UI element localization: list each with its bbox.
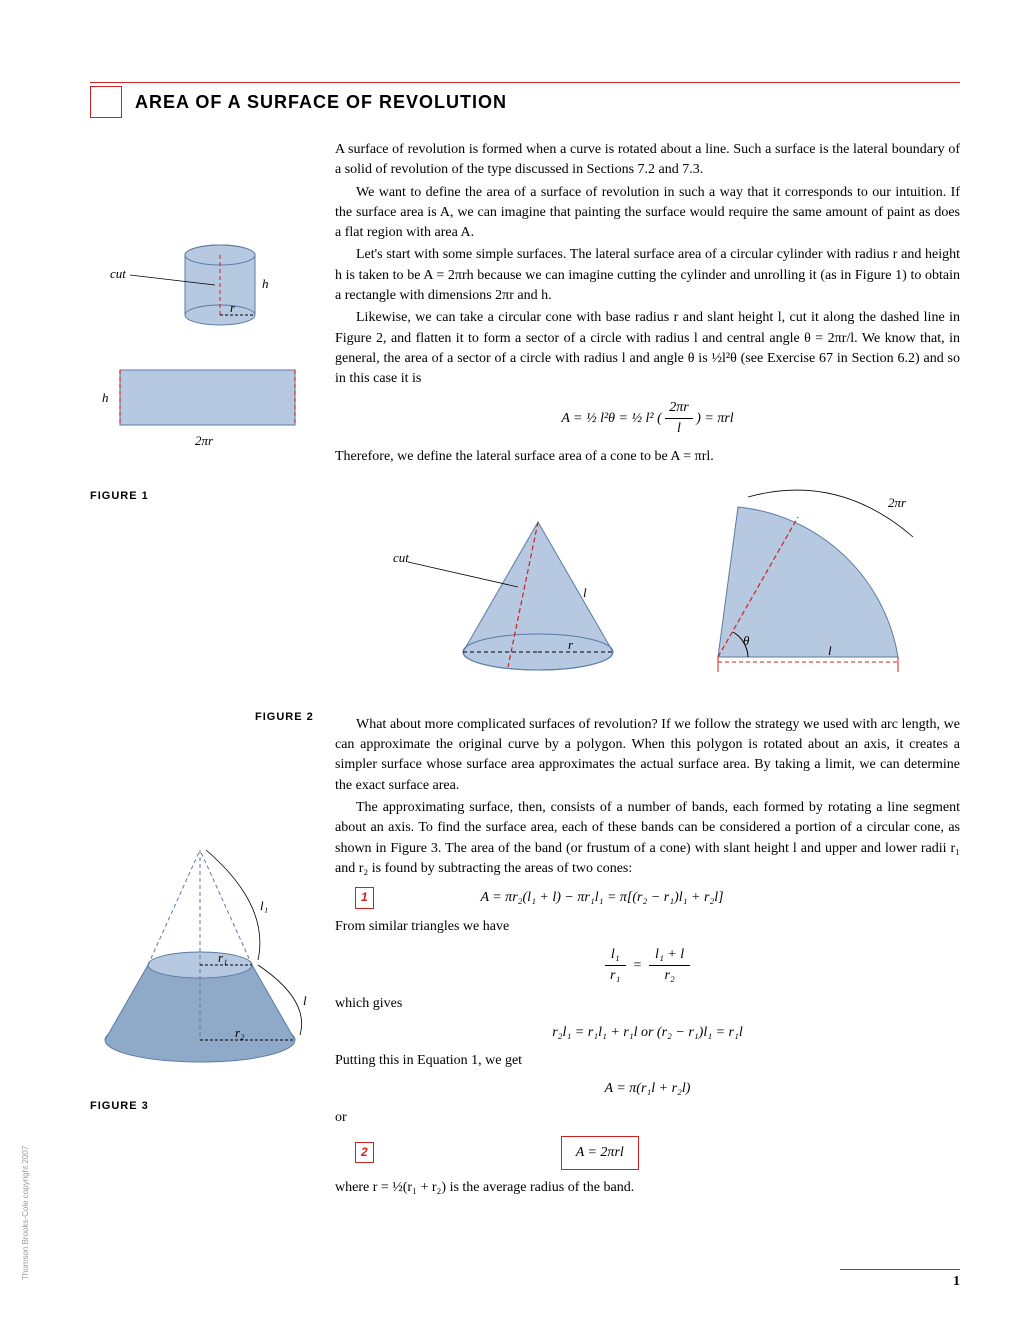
para-12: where r = ½(r₁ + r₂) is the average radi… xyxy=(335,1178,960,1198)
figure-1-label: FIGURE 1 xyxy=(90,490,149,502)
body-column: A surface of revolution is formed when a… xyxy=(335,140,960,1200)
figure-2-label: FIGURE 2 xyxy=(255,711,314,723)
page: AREA OF A SURFACE OF REVOLUTION A surfac… xyxy=(0,0,1020,1320)
para-6: What about more complicated surfaces of … xyxy=(335,715,960,796)
figure-2: cut l r θ l 2πr xyxy=(335,477,960,704)
display-eq-4: r₂l₁ = r₁l₁ + r₁l or (r₂ − r₁)l₁ = r₁l xyxy=(335,1023,960,1043)
l1-label: l₁ xyxy=(260,898,268,913)
display-eq-3: l₁r₁ = l₁ + lr₂ xyxy=(335,945,960,987)
display-eq-6: 2 A = 2πrl xyxy=(335,1136,960,1170)
eq-number-2: 2 xyxy=(355,1142,374,1163)
figure-3: l₁ l r₁ r₂ xyxy=(90,830,310,1085)
para-2: We want to define the area of a surface … xyxy=(335,183,960,244)
para-1: A surface of revolution is formed when a… xyxy=(335,140,960,181)
figure-3-svg: l₁ l r₁ r₂ xyxy=(90,830,310,1080)
arc-2pir: 2πr xyxy=(888,495,907,510)
copyright-text: Thomson Brooks-Cole copyright 2007 xyxy=(21,1146,30,1280)
display-eq-1: A = ½ l²θ = ½ l² ( 2πrl ) = πrl xyxy=(335,398,960,440)
eq-number-1: 1 xyxy=(355,887,374,908)
r1-label: r₁ xyxy=(218,950,228,965)
display-eq-2: 1 A = πr₂(l₁ + l) − πr₁l₁ = π[(r₂ − r₁)l… xyxy=(335,887,960,908)
figure-2-svg: cut l r θ l 2πr xyxy=(368,477,928,697)
header-rule xyxy=(90,82,960,83)
para-4: Likewise, we can take a circular cone wi… xyxy=(335,308,960,389)
cut-label: cut xyxy=(393,550,409,565)
para-10: Putting this in Equation 1, we get xyxy=(335,1051,960,1071)
para-11: or xyxy=(335,1108,960,1128)
para-5: Therefore, we define the lateral surface… xyxy=(335,447,960,467)
para-7: The approximating surface, then, consist… xyxy=(335,798,960,879)
cyl-h-label: h xyxy=(262,276,269,291)
para-3: Let's start with some simple surfaces. T… xyxy=(335,245,960,306)
l-label-2: l xyxy=(828,643,832,658)
rect-h-label: h xyxy=(102,390,109,405)
figure-1: cut h r h 2πr xyxy=(90,230,310,485)
figure-1-svg: cut h r h 2πr xyxy=(90,230,310,480)
svg-text:l: l xyxy=(303,993,307,1008)
title-number-box xyxy=(90,86,122,118)
para-9: which gives xyxy=(335,994,960,1014)
cyl-cut-label: cut xyxy=(110,266,126,281)
section-title: AREA OF A SURFACE OF REVOLUTION xyxy=(135,92,507,113)
page-number: 1 xyxy=(953,1274,960,1290)
l-label: l xyxy=(583,585,587,600)
display-eq-5: A = π(r₁l + r₂l) xyxy=(335,1079,960,1099)
rect-2pir-label: 2πr xyxy=(195,433,214,448)
footer-rule xyxy=(840,1269,960,1270)
r2-label: r₂ xyxy=(235,1025,245,1040)
theta-label: θ xyxy=(743,633,750,648)
para-8: From similar triangles we have xyxy=(335,917,960,937)
figure-3-label: FIGURE 3 xyxy=(90,1100,149,1112)
